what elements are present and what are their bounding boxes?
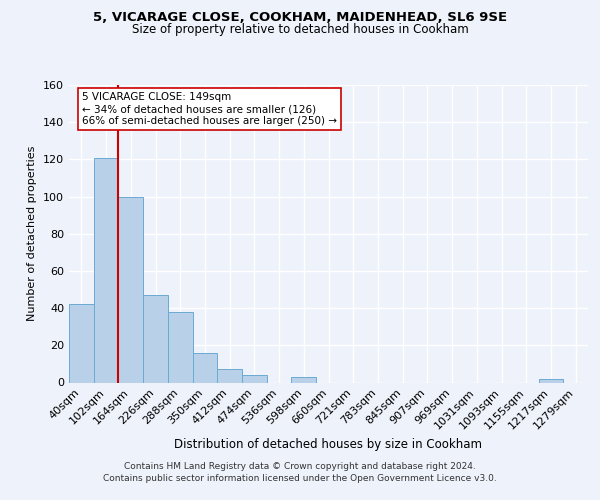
Text: 5, VICARAGE CLOSE, COOKHAM, MAIDENHEAD, SL6 9SE: 5, VICARAGE CLOSE, COOKHAM, MAIDENHEAD, … — [93, 11, 507, 24]
Bar — [143, 295, 168, 382]
Text: Contains HM Land Registry data © Crown copyright and database right 2024.
Contai: Contains HM Land Registry data © Crown c… — [103, 462, 497, 483]
Bar — [168, 312, 193, 382]
Bar — [242, 375, 267, 382]
Bar — [292, 377, 316, 382]
Bar — [193, 353, 217, 382]
Bar — [94, 158, 118, 382]
Bar — [217, 370, 242, 382]
Bar — [118, 196, 143, 382]
Text: Size of property relative to detached houses in Cookham: Size of property relative to detached ho… — [131, 24, 469, 36]
Y-axis label: Number of detached properties: Number of detached properties — [28, 146, 37, 322]
Text: 5 VICARAGE CLOSE: 149sqm
← 34% of detached houses are smaller (126)
66% of semi-: 5 VICARAGE CLOSE: 149sqm ← 34% of detach… — [82, 92, 337, 126]
Bar — [69, 304, 94, 382]
X-axis label: Distribution of detached houses by size in Cookham: Distribution of detached houses by size … — [175, 438, 482, 451]
Bar — [539, 379, 563, 382]
